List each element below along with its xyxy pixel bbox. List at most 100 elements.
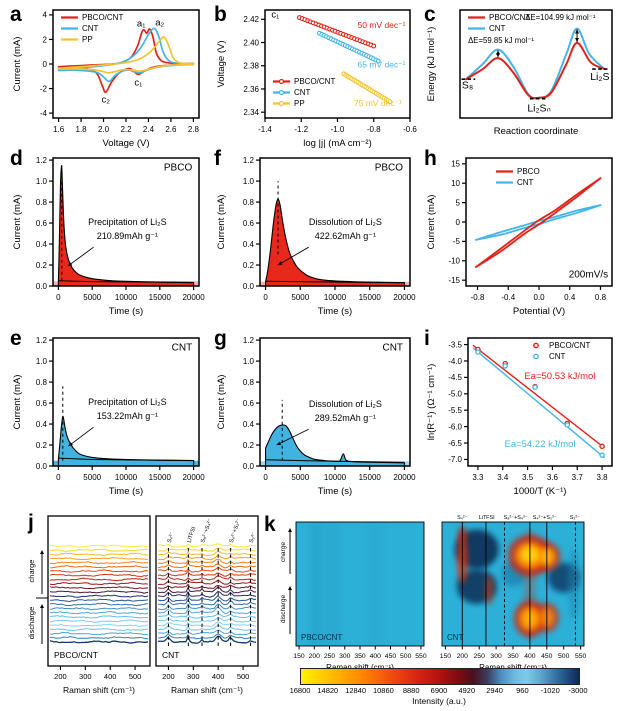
svg-text:c₁: c₁: [134, 77, 142, 88]
panel-letter-k: k: [264, 513, 276, 536]
svg-text:-15: -15: [448, 276, 460, 285]
svg-text:Time (s): Time (s): [318, 306, 352, 317]
svg-text:350: 350: [507, 653, 519, 660]
svg-text:Voltage (V): Voltage (V): [216, 41, 227, 88]
svg-text:3.6: 3.6: [547, 473, 559, 482]
svg-text:0.4: 0.4: [243, 240, 255, 249]
svg-text:75 mV dec⁻¹: 75 mV dec⁻¹: [354, 98, 402, 108]
panel-f-dissolution-pbco: 0 5000 10000 15000 20000 0.0 0.2 0.4 0.6 0.8 1.0 1.…: [210, 146, 416, 324]
svg-text:150: 150: [440, 653, 452, 660]
svg-text:LiTFSI: LiTFSI: [187, 526, 198, 544]
svg-text:-1.4: -1.4: [258, 125, 272, 134]
svg-text:-2: -2: [40, 84, 48, 93]
svg-text:0.2: 0.2: [36, 261, 48, 270]
colorbar-tick: 16800: [289, 686, 311, 695]
svg-text:0: 0: [43, 60, 48, 69]
svg-text:Dissolution of Li₂S: Dissolution of Li₂S: [309, 217, 382, 227]
svg-text:3.5: 3.5: [522, 473, 534, 482]
svg-text:-7.0: -7.0: [448, 455, 462, 464]
svg-text:ΔE=104.99 kJ mol⁻¹: ΔE=104.99 kJ mol⁻¹: [525, 13, 596, 22]
svg-text:discharge: discharge: [27, 607, 36, 640]
svg-text:500: 500: [237, 672, 250, 681]
svg-text:450: 450: [541, 653, 553, 660]
svg-text:Raman shift (cm⁻¹): Raman shift (cm⁻¹): [326, 663, 394, 672]
svg-text:LiTFSI: LiTFSI: [479, 515, 495, 521]
svg-text:CNT: CNT: [489, 24, 506, 33]
svg-text:2.34: 2.34: [243, 108, 259, 117]
svg-text:Precipitation of Li₂S: Precipitation of Li₂S: [88, 217, 167, 227]
svg-text:3.4: 3.4: [497, 473, 509, 482]
svg-text:PBCO: PBCO: [164, 163, 193, 174]
svg-text:0: 0: [263, 473, 268, 482]
svg-text:300: 300: [490, 653, 502, 660]
svg-text:S₄²⁻: S₄²⁻: [457, 515, 468, 521]
svg-text:1.2: 1.2: [36, 156, 48, 165]
panel-letter-j: j: [28, 511, 34, 534]
svg-text:10000: 10000: [115, 293, 138, 302]
colorbar-tick: 960: [516, 686, 529, 695]
svg-text:1000/T (K⁻¹): 1000/T (K⁻¹): [514, 486, 567, 497]
svg-text:300: 300: [339, 653, 351, 660]
svg-text:Current (mA): Current (mA): [216, 375, 227, 430]
svg-text:Current (mA): Current (mA): [12, 37, 23, 92]
svg-text:ln(R⁻¹) (Ω⁻¹ cm⁻¹): ln(R⁻¹) (Ω⁻¹ cm⁻¹): [426, 364, 437, 441]
svg-text:PBCO/CNT: PBCO/CNT: [54, 650, 98, 660]
svg-text:10000: 10000: [324, 473, 347, 482]
svg-text:1.0: 1.0: [36, 177, 48, 186]
svg-text:ΔE=59.85 kJ mol⁻¹: ΔE=59.85 kJ mol⁻¹: [468, 36, 534, 45]
svg-text:-6.5: -6.5: [448, 439, 462, 448]
svg-text:PBCO: PBCO: [375, 163, 404, 174]
svg-text:20000: 20000: [393, 293, 416, 302]
svg-text:5000: 5000: [291, 293, 309, 302]
panel-b-tafel-chart: -1.4 -1.2 -1.0 -0.8 -0.6 2.34 2.36 2.38 2.40 2.42…: [210, 2, 417, 149]
svg-text:0.8: 0.8: [36, 198, 48, 207]
svg-text:500: 500: [129, 672, 142, 681]
svg-text:a₁: a₁: [137, 19, 146, 30]
svg-text:65 mV dec⁻¹: 65 mV dec⁻¹: [358, 59, 406, 69]
svg-text:-5.5: -5.5: [448, 406, 462, 415]
svg-text:S₈: S₈: [462, 79, 473, 91]
svg-text:0.0: 0.0: [243, 462, 255, 471]
svg-text:0.2: 0.2: [243, 441, 255, 450]
svg-text:0.8: 0.8: [36, 378, 48, 387]
colorbar-label: Intensity (a.u.): [412, 696, 466, 706]
svg-text:S₂²⁻: S₂²⁻: [249, 532, 258, 544]
svg-text:15000: 15000: [359, 473, 382, 482]
svg-text:S₈²⁻+S₄²⁻: S₈²⁻+S₄²⁻: [504, 515, 528, 521]
svg-text:-0.8: -0.8: [367, 125, 381, 134]
svg-text:3.7: 3.7: [572, 473, 584, 482]
colorbar-tick: 8880: [402, 686, 420, 695]
svg-text:400: 400: [212, 672, 225, 681]
svg-text:0: 0: [56, 293, 61, 302]
svg-text:20000: 20000: [182, 293, 205, 302]
svg-text:PBCO/CNT: PBCO/CNT: [489, 13, 530, 22]
svg-text:PP: PP: [294, 99, 305, 108]
svg-text:-3.5: -3.5: [448, 340, 462, 349]
svg-text:2.6: 2.6: [165, 125, 177, 134]
svg-text:log |j| (mA cm⁻²): log |j| (mA cm⁻²): [303, 138, 372, 149]
svg-text:c₂: c₂: [102, 95, 111, 106]
svg-text:CNT: CNT: [172, 343, 193, 354]
svg-text:0.4: 0.4: [36, 240, 48, 249]
svg-text:1.6: 1.6: [53, 125, 65, 134]
svg-text:Time (s): Time (s): [109, 486, 143, 497]
svg-text:-5: -5: [453, 237, 461, 246]
svg-text:Li₂Sₙ: Li₂Sₙ: [527, 102, 550, 114]
svg-text:discharge: discharge: [280, 595, 287, 624]
panel-i-arrhenius-chart: 3.3 3.4 3.5 3.6 3.7 3.8 -3.5 -4.0 -4.5 -5.0 -5.5 -6…: [420, 326, 618, 508]
svg-text:10000: 10000: [115, 473, 138, 482]
svg-text:3.3: 3.3: [472, 473, 484, 482]
svg-text:0.6: 0.6: [36, 219, 48, 228]
svg-text:5000: 5000: [83, 293, 101, 302]
intensity-colorbar: [300, 668, 580, 685]
svg-text:5000: 5000: [83, 473, 101, 482]
svg-text:Current (mA): Current (mA): [12, 195, 23, 250]
svg-text:289.52mAh g⁻¹: 289.52mAh g⁻¹: [315, 413, 376, 423]
svg-text:0.4: 0.4: [243, 420, 255, 429]
panel-letter-d: d: [10, 147, 23, 170]
svg-text:0.6: 0.6: [243, 219, 255, 228]
svg-text:200: 200: [457, 653, 469, 660]
svg-text:Current (mA): Current (mA): [12, 375, 23, 430]
svg-text:Time (s): Time (s): [318, 486, 352, 497]
svg-text:20000: 20000: [182, 473, 205, 482]
